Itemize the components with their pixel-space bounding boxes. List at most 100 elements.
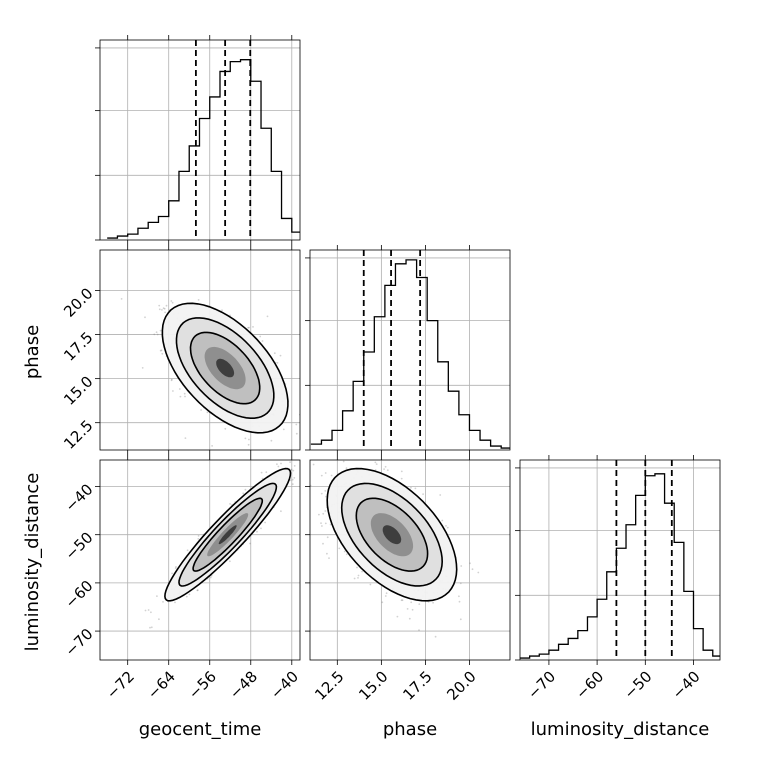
sample-point <box>356 566 358 569</box>
sample-point <box>326 552 328 555</box>
sample-point <box>326 536 329 539</box>
sample-point <box>259 453 261 455</box>
x-tick-label-geocent_time: −72 <box>103 668 138 703</box>
sample-point <box>155 331 158 334</box>
sample-point <box>292 469 295 472</box>
sample-point <box>158 308 161 311</box>
x-tick-label-luminosity_distance: −40 <box>669 668 704 703</box>
y-tick-label-phase: 12.5 <box>60 417 96 453</box>
sample-point <box>265 471 268 474</box>
sample-point <box>149 626 151 629</box>
density-geocent_time-luminosity_distance <box>144 450 307 629</box>
sample-point <box>247 326 250 329</box>
sample-point <box>306 404 308 406</box>
x-axis-label-phase: phase <box>383 719 437 740</box>
sample-point <box>338 547 341 550</box>
sample-point <box>289 479 292 482</box>
sample-point <box>280 462 282 465</box>
sample-point <box>305 456 307 458</box>
x-tick-label-phase: 15.0 <box>355 668 391 704</box>
sample-point <box>174 601 176 604</box>
sample-point <box>165 304 168 307</box>
x-axis-label-luminosity-distance: luminosity_distance <box>531 719 710 740</box>
scatter-frame-phase-luminosity_distance <box>309 459 511 661</box>
x-tick-label-geocent_time: −48 <box>226 668 261 703</box>
sample-point <box>384 465 387 468</box>
x-axis-label-geocent-time: geocent_time <box>139 719 262 740</box>
sample-point <box>291 478 294 481</box>
y-tick-label-phase: 15.0 <box>60 372 96 408</box>
x-tick-label-geocent_time: −40 <box>267 668 302 703</box>
y-tick-label-luminosity_distance: −40 <box>61 480 96 515</box>
sample-point <box>322 512 325 515</box>
sample-point <box>386 469 389 472</box>
sample-point <box>256 530 258 533</box>
sample-point <box>434 635 437 638</box>
sample-point <box>458 600 461 603</box>
density-geocent_time-phase <box>120 298 308 455</box>
sample-point <box>406 608 409 610</box>
sample-point <box>221 309 223 312</box>
sample-point <box>301 381 303 383</box>
sample-point <box>158 618 160 621</box>
sample-point <box>196 589 199 592</box>
sample-point <box>339 453 341 455</box>
sample-point <box>374 461 377 464</box>
density-level-4 <box>382 525 402 545</box>
sample-point <box>324 472 327 474</box>
sample-point <box>345 553 348 556</box>
x-tick-label-luminosity_distance: −60 <box>572 668 607 703</box>
x-tick-label-luminosity_distance: −70 <box>524 668 559 703</box>
sample-point <box>414 487 417 490</box>
sample-point <box>174 567 177 569</box>
scatter-frame-geocent_time-luminosity_distance <box>99 459 301 661</box>
sample-point <box>293 477 296 479</box>
sample-point <box>410 601 413 604</box>
sample-point <box>301 414 303 416</box>
sample-point <box>248 438 250 441</box>
sample-point <box>385 592 388 595</box>
contour-line-0 <box>164 467 292 602</box>
sample-point <box>369 583 372 586</box>
sample-point <box>150 611 152 614</box>
sample-point <box>242 492 245 495</box>
sample-point <box>295 423 298 426</box>
sample-point <box>460 565 463 567</box>
sample-point <box>408 617 411 620</box>
sample-point <box>384 595 387 597</box>
sample-point <box>179 395 182 398</box>
sample-point <box>320 522 322 524</box>
sample-point <box>261 340 264 342</box>
sample-point <box>277 465 280 468</box>
histogram-geocent_time <box>107 59 300 239</box>
sample-point <box>295 432 298 435</box>
y-tick-label-luminosity_distance: −60 <box>61 577 96 612</box>
sample-point <box>158 304 161 307</box>
y-tick-label-phase: 17.5 <box>60 328 96 364</box>
sample-point <box>159 329 162 332</box>
sample-point <box>324 510 327 512</box>
hist-frame-phase <box>309 249 511 451</box>
contour-line-0 <box>326 467 458 602</box>
sample-point <box>300 450 302 452</box>
sample-point <box>432 601 434 604</box>
y-tick-label-luminosity_distance: −50 <box>61 529 96 564</box>
sample-point <box>144 609 147 612</box>
sample-point <box>396 615 399 618</box>
sample-point <box>150 626 153 629</box>
sample-point <box>197 535 200 537</box>
sample-point <box>247 443 250 446</box>
sample-point <box>161 309 163 311</box>
sample-point <box>153 333 156 336</box>
sample-point <box>418 603 421 605</box>
sample-point <box>260 527 262 530</box>
sample-point <box>196 589 199 592</box>
sample-point <box>303 509 305 511</box>
sample-point <box>163 307 166 310</box>
sample-point <box>170 379 173 382</box>
sample-point <box>381 601 384 604</box>
sample-point <box>446 526 449 529</box>
sample-point <box>172 390 174 392</box>
y-tick-label-luminosity_distance: −70 <box>61 625 96 660</box>
